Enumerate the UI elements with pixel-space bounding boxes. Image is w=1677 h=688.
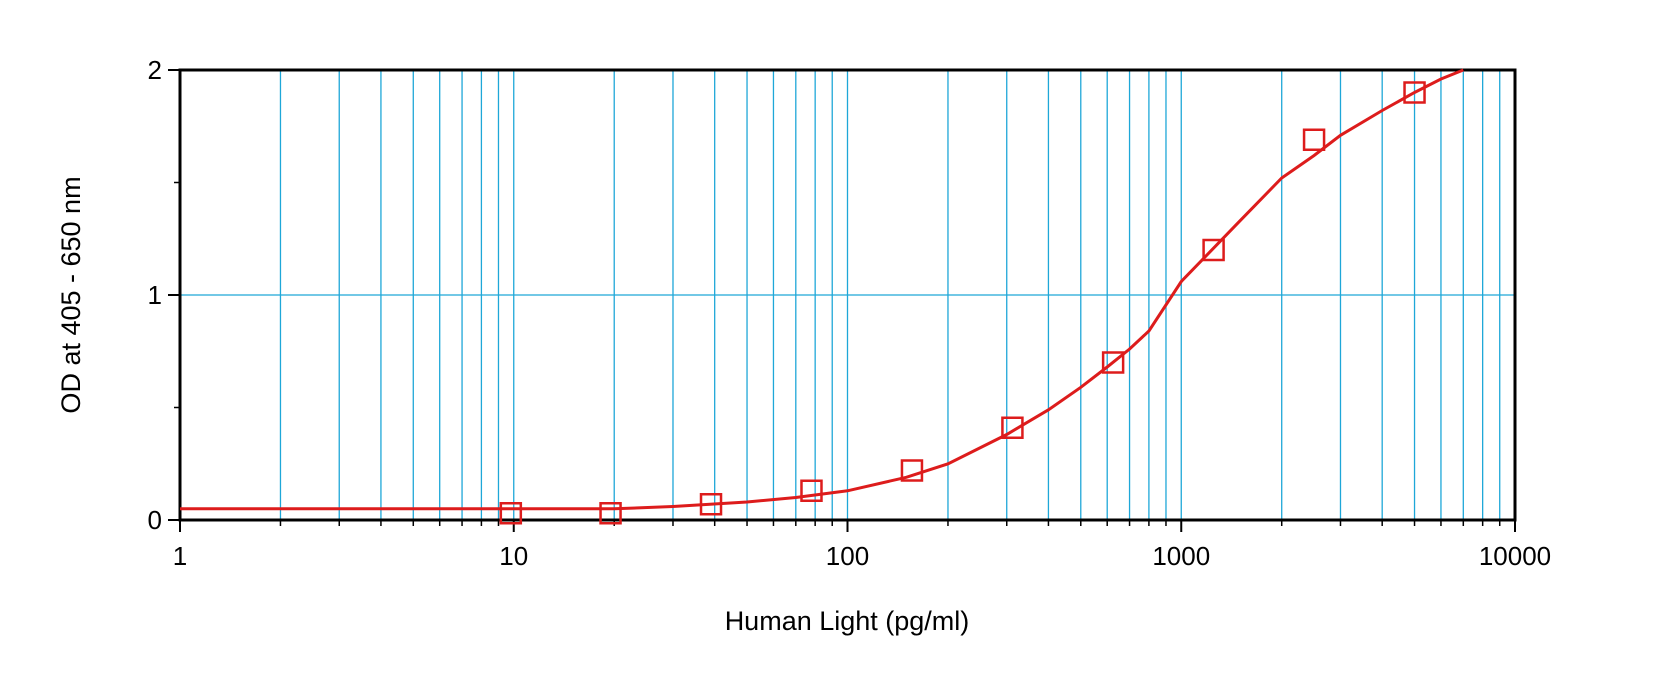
x-axis-title: Human Light (pg/ml) bbox=[725, 606, 970, 636]
grid-lines bbox=[179, 69, 1516, 521]
data-point-marker bbox=[499, 502, 523, 525]
x-tick-label: 1 bbox=[173, 541, 187, 571]
data-point-marker bbox=[1001, 416, 1024, 439]
data-point-marker bbox=[800, 479, 823, 502]
data-point-marker bbox=[599, 502, 622, 525]
x-tick-label: 100 bbox=[826, 541, 869, 571]
data-point-marker bbox=[1302, 128, 1326, 151]
x-tick-label: 10000 bbox=[1479, 541, 1551, 571]
fit-curve-line bbox=[180, 68, 1464, 511]
data-point-marker bbox=[1101, 351, 1125, 374]
y-tick-label: 0 bbox=[148, 505, 162, 535]
y-axis-title: OD at 405 - 650 nm bbox=[56, 176, 86, 413]
y-tick-label: 1 bbox=[148, 280, 162, 310]
data-point-marker bbox=[1202, 238, 1225, 262]
axis-ticks bbox=[168, 69, 1516, 532]
y-tick-label: 2 bbox=[148, 55, 162, 85]
y-tick-labels: 0 1 2 bbox=[148, 55, 162, 535]
data-markers bbox=[499, 81, 1426, 525]
data-point-marker bbox=[1403, 81, 1426, 104]
x-tick-label: 1000 bbox=[1152, 541, 1210, 571]
x-tick-label: 10 bbox=[499, 541, 528, 571]
x-tick-labels: 1 10 100 1000 10000 bbox=[173, 541, 1551, 571]
data-point-marker bbox=[699, 493, 723, 516]
data-point-marker bbox=[900, 459, 924, 482]
